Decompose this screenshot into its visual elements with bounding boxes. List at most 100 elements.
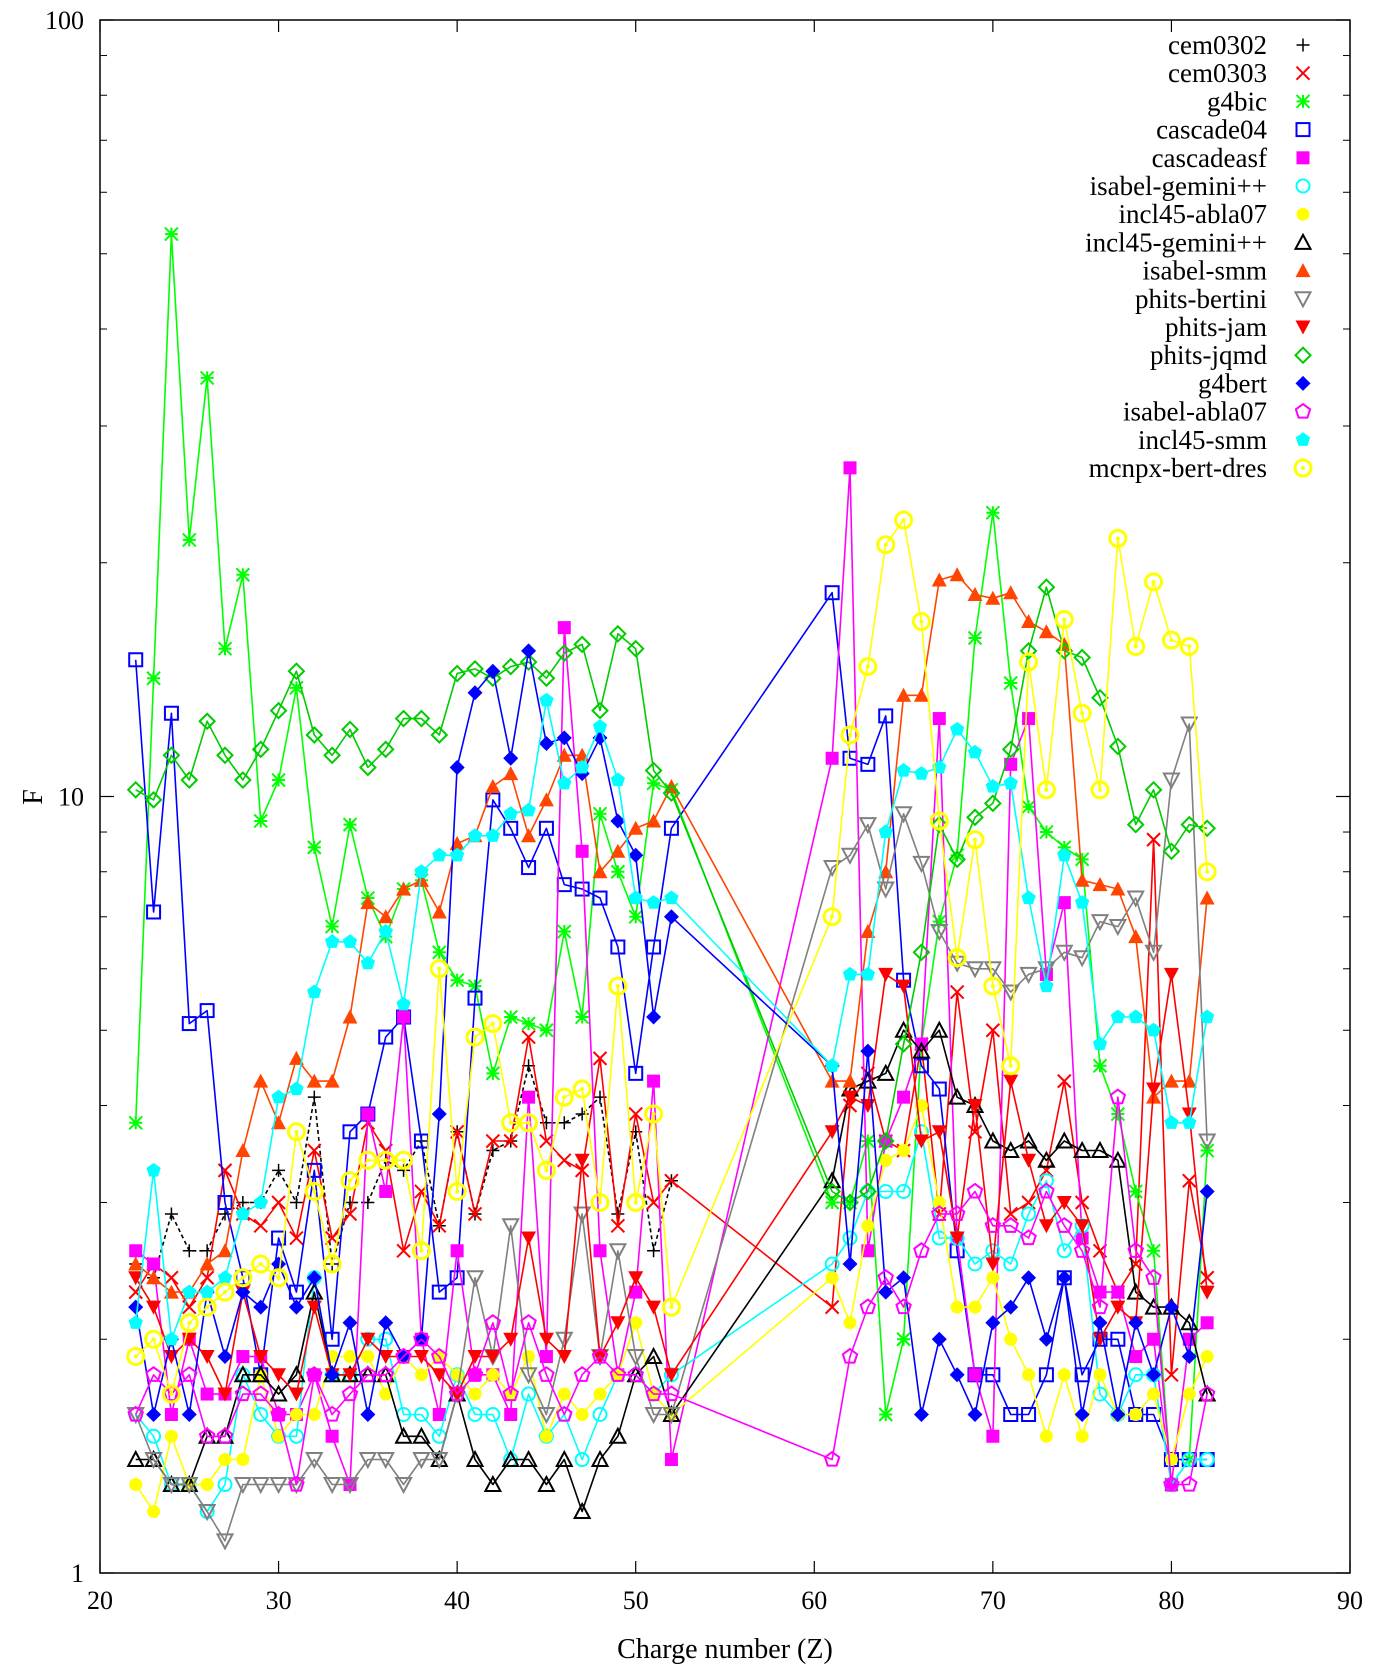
data-point-phits-jam	[967, 1099, 983, 1114]
x-tick-label: 50	[623, 1586, 649, 1615]
data-point-mcnpx-bert-dres	[161, 1384, 181, 1404]
data-point-mcnpx-bert-dres	[519, 1113, 539, 1133]
data-point-phits-jam	[360, 1332, 376, 1347]
data-point-cem0303	[646, 1195, 661, 1210]
data-point-incl45-gemini-	[1144, 1297, 1163, 1315]
data-point-phits-jqmd	[1001, 740, 1020, 759]
legend-entry-g4bert: g4bert	[1198, 368, 1311, 398]
data-point-phits-jam	[663, 1368, 679, 1383]
data-point-g4bert	[1163, 1299, 1179, 1315]
data-point-cem0302	[289, 1196, 303, 1210]
data-point-isabel-abla07	[555, 1405, 573, 1422]
data-point-incl45-gemini-	[572, 1501, 592, 1520]
data-point-isabel-gemini-	[878, 1183, 894, 1199]
data-point-g4bert	[235, 1284, 251, 1300]
data-point-phits-bertini	[1180, 716, 1199, 734]
legend-entry-incl45-gemini-: incl45-gemini++	[1085, 227, 1313, 257]
data-point-incl45-smm	[307, 984, 322, 999]
data-point-incl45-smm	[985, 779, 1000, 793]
data-point-isabel-abla07	[573, 1366, 591, 1382]
data-point-g4bert	[610, 813, 626, 829]
data-point-isabel-smm	[592, 864, 608, 879]
legend-entry-isabel-gemini-: isabel-gemini++	[1090, 171, 1311, 201]
data-point-incl45-smm	[950, 721, 965, 736]
data-point-incl45-smm	[235, 1206, 250, 1221]
data-point-incl45-abla07	[575, 1408, 589, 1422]
data-point-cascadeasf	[1075, 1231, 1089, 1245]
data-point-cascadeasf	[1200, 1316, 1214, 1330]
data-point-phits-jqmd	[305, 726, 324, 744]
data-point-isabel-gemini-	[146, 1428, 162, 1444]
data-point-incl45-smm	[200, 1284, 215, 1299]
data-point-incl45-smm	[557, 775, 572, 790]
data-point-cem0303	[396, 1243, 411, 1258]
data-point-mcnpx-bert-dres	[1161, 630, 1181, 650]
data-point-phits-jqmd	[1037, 578, 1056, 597]
data-point-phits-jqmd	[162, 746, 181, 765]
data-point-isabel-smm	[217, 1243, 233, 1258]
data-point-cem0303	[485, 1133, 501, 1149]
data-point-phits-jam	[378, 1350, 394, 1365]
data-point-isabel-abla07	[609, 1366, 627, 1382]
data-point-g4bic	[557, 924, 572, 939]
data-point-incl45-gemini-	[483, 1474, 503, 1493]
data-point-incl45-smm	[860, 966, 875, 981]
data-point-incl45-smm	[1057, 847, 1072, 862]
data-point-mcnpx-bert-dres	[1126, 637, 1146, 657]
data-point-phits-bertini	[876, 881, 895, 899]
data-point-incl45-gemini-	[305, 1282, 324, 1300]
data-point-phits-bertini	[965, 961, 985, 979]
data-point-cem0303	[1057, 1073, 1072, 1089]
data-point-incl45-smm	[342, 934, 358, 948]
data-point-g4bic	[896, 1332, 911, 1347]
data-point-g4bert	[896, 1270, 912, 1286]
series-line-mcnpx-bert-dres	[135, 519, 1208, 1395]
data-point-cem0303	[628, 1106, 643, 1122]
data-point-isabel-abla07	[1163, 1475, 1180, 1492]
data-point-cascade04	[342, 1124, 358, 1140]
legend-label: isabel-smm	[1143, 256, 1267, 286]
data-point-cascadeasf	[236, 1350, 250, 1364]
data-point-phits-jam	[842, 1090, 858, 1105]
data-point-phits-jam	[1074, 1219, 1090, 1234]
data-point-cem0303	[432, 1218, 447, 1233]
data-point-cascade04	[146, 904, 162, 920]
data-point-phits-jam	[1038, 1219, 1054, 1234]
data-point-mcnpx-bert-dres	[251, 1254, 271, 1274]
data-point-mcnpx-bert-dres	[840, 725, 860, 745]
legend-label: incl45-abla07	[1119, 199, 1267, 229]
legend-entry-cem0303: cem0303	[1168, 58, 1311, 88]
legend-marker	[1295, 375, 1311, 391]
data-point-cascadeasf	[1022, 712, 1036, 726]
data-point-mcnpx-bert-dres	[215, 1282, 235, 1302]
data-point-g4bert	[306, 1270, 322, 1286]
data-point-phits-jqmd	[608, 624, 627, 643]
data-point-incl45-smm	[539, 692, 554, 707]
data-point-isabel-abla07	[448, 1385, 466, 1402]
data-point-isabel-smm	[1110, 881, 1126, 896]
data-point-isabel-abla07	[1002, 1217, 1020, 1233]
data-point-cem0303	[1146, 832, 1161, 847]
data-point-cascade04	[449, 1270, 465, 1286]
data-point-isabel-abla07	[1020, 1229, 1037, 1246]
data-point-cascade04	[574, 881, 590, 897]
data-point-isabel-smm	[342, 1009, 358, 1024]
series-layer	[126, 226, 1217, 1551]
data-point-cem0303	[253, 1218, 268, 1233]
data-point-g4bert	[931, 1331, 947, 1347]
data-point-incl45-gemini-	[644, 1346, 663, 1365]
series-line-isabel-abla07	[134, 1096, 1208, 1486]
data-point-isabel-smm	[413, 872, 429, 887]
data-point-cascadeasf	[539, 1350, 553, 1364]
data-point-g4bert	[1092, 1315, 1108, 1331]
data-point-incl45-smm	[467, 828, 483, 842]
data-point-incl45-gemini-	[983, 1131, 1003, 1149]
data-point-g4bic	[503, 1009, 518, 1025]
data-point-mcnpx-bert-dres	[394, 1150, 414, 1170]
data-point-g4bic	[324, 919, 340, 934]
data-point-phits-jqmd	[323, 746, 342, 765]
data-point-phits-jqmd	[412, 709, 431, 728]
data-point-isabel-abla07	[288, 1475, 305, 1492]
data-point-isabel-abla07	[895, 1298, 912, 1315]
data-point-isabel-abla07	[359, 1366, 377, 1382]
